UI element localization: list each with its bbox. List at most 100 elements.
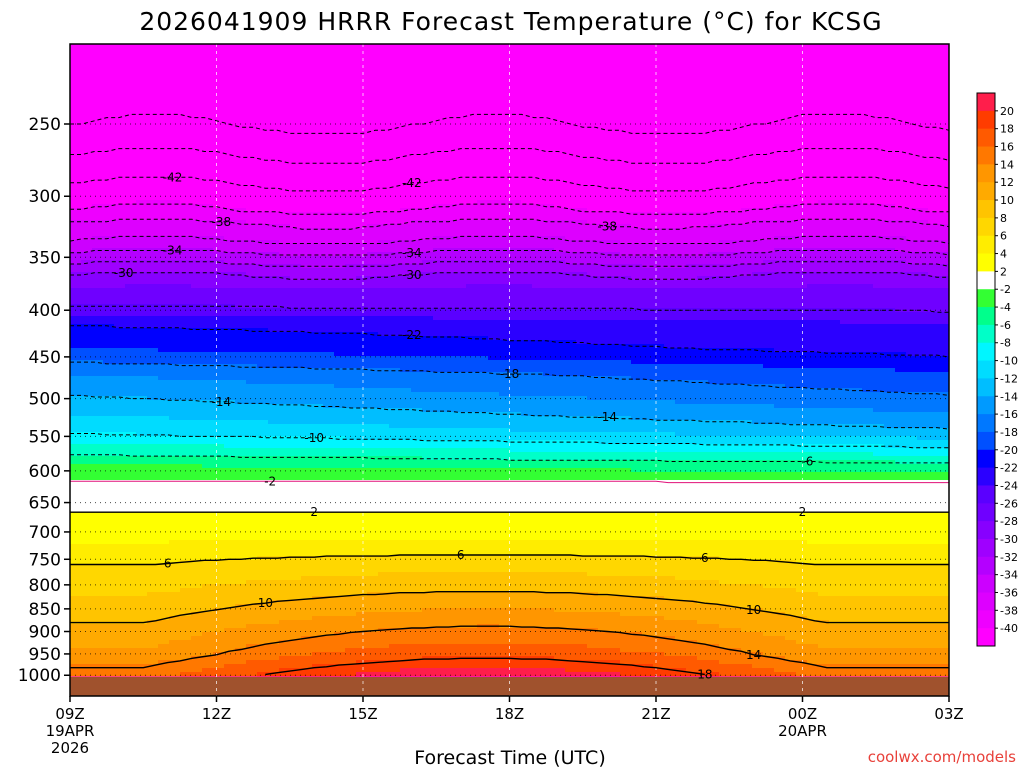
field-cell (246, 604, 258, 609)
field-cell (81, 652, 93, 657)
field-cell (169, 336, 181, 341)
field-cell (103, 668, 115, 673)
field-cell (202, 196, 214, 201)
field-cell (180, 468, 192, 473)
field-cell (400, 668, 412, 673)
field-cell (191, 608, 203, 613)
field-cell (147, 324, 159, 329)
field-cell (312, 52, 324, 57)
field-cell (301, 144, 313, 149)
field-cell (268, 624, 280, 629)
field-cell (389, 176, 401, 181)
field-cell (147, 244, 159, 249)
field-cell (136, 380, 148, 385)
field-cell (323, 256, 335, 261)
field-cell (213, 552, 225, 557)
field-cell (334, 528, 346, 533)
field-cell (125, 364, 137, 369)
field-cell (400, 532, 412, 537)
field-cell (411, 372, 423, 377)
field-cell (202, 272, 214, 277)
field-cell (411, 316, 423, 321)
field-cell (290, 492, 302, 497)
field-cell (301, 224, 313, 229)
field-cell (389, 620, 401, 625)
field-cell (400, 52, 412, 57)
field-cell (191, 540, 203, 545)
field-cell (92, 500, 104, 505)
field-cell (367, 60, 379, 65)
field-cell (268, 476, 280, 481)
field-cell (246, 232, 258, 237)
field-cell (92, 416, 104, 421)
field-cell (125, 124, 137, 129)
field-cell (147, 548, 159, 553)
field-cell (180, 240, 192, 245)
field-cell (345, 636, 357, 641)
field-cell (378, 152, 390, 157)
field-cell (400, 648, 412, 653)
field-cell (367, 172, 379, 177)
field-cell (389, 64, 401, 69)
field-cell (290, 176, 302, 181)
field-cell (224, 304, 236, 309)
field-cell (246, 276, 258, 281)
field-cell (202, 636, 214, 641)
field-cell (257, 324, 269, 329)
field-cell (279, 232, 291, 237)
field-cell (235, 588, 247, 593)
field-cell (147, 268, 159, 273)
field-cell (378, 252, 390, 257)
field-cell (334, 316, 346, 321)
field-cell (147, 328, 159, 333)
field-cell (213, 476, 225, 481)
field-cell (81, 664, 93, 669)
field-cell (70, 208, 82, 213)
field-cell (290, 92, 302, 97)
field-cell (213, 524, 225, 529)
field-cell (191, 432, 203, 437)
field-cell (257, 624, 269, 629)
field-cell (235, 208, 247, 213)
field-cell (400, 148, 412, 153)
field-cell (81, 240, 93, 245)
field-cell (125, 284, 137, 289)
field-cell (268, 504, 280, 509)
field-cell (103, 312, 115, 317)
field-cell (70, 180, 82, 185)
field-cell (92, 660, 104, 665)
field-cell (246, 520, 258, 525)
field-cell (257, 572, 269, 577)
field-cell (136, 100, 148, 105)
field-cell (378, 60, 390, 65)
field-cell (235, 452, 247, 457)
field-cell (103, 644, 115, 649)
field-cell (147, 296, 159, 301)
field-cell (147, 392, 159, 397)
field-cell (180, 60, 192, 65)
field-cell (147, 380, 159, 385)
field-cell (268, 512, 280, 517)
field-cell (81, 348, 93, 353)
field-cell (125, 172, 137, 177)
field-cell (400, 444, 412, 449)
field-cell (301, 468, 313, 473)
field-cell (334, 360, 346, 365)
field-cell (334, 668, 346, 673)
field-cell (367, 364, 379, 369)
field-cell (180, 488, 192, 493)
field-cell (312, 496, 324, 501)
field-cell (367, 232, 379, 237)
field-cell (158, 356, 170, 361)
field-cell (224, 528, 236, 533)
field-cell (400, 568, 412, 573)
field-cell (312, 584, 324, 589)
field-cell (400, 604, 412, 609)
field-cell (169, 264, 181, 269)
field-cell (290, 52, 302, 57)
field-cell (400, 152, 412, 157)
field-cell (202, 632, 214, 637)
field-cell (312, 324, 324, 329)
field-cell (224, 576, 236, 581)
field-cell (301, 392, 313, 397)
